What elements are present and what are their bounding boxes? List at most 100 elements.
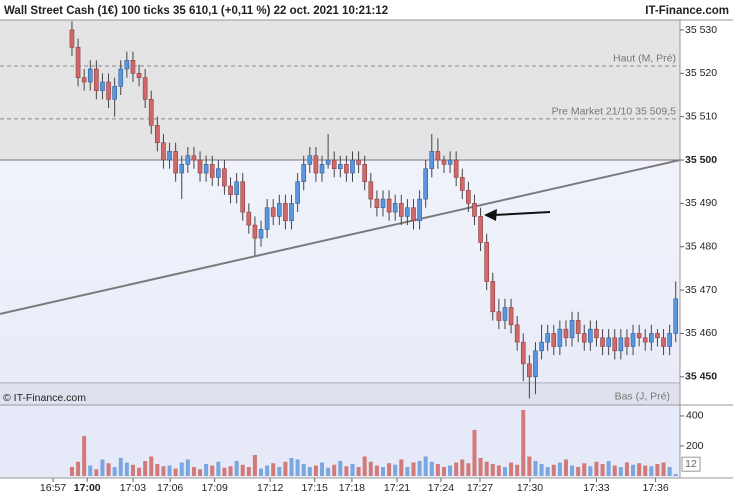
candle-body — [301, 164, 307, 183]
volume-bar — [368, 461, 373, 476]
volume-bar — [673, 474, 678, 476]
candle — [624, 329, 630, 356]
volume-bar — [155, 463, 160, 476]
candle — [81, 68, 87, 91]
candle — [642, 329, 648, 351]
candle — [453, 151, 459, 187]
volume-bar — [82, 435, 87, 476]
volume-bar — [326, 467, 331, 476]
candle — [222, 160, 227, 195]
candle — [337, 155, 343, 178]
candle — [508, 298, 514, 334]
candle-body — [630, 333, 636, 347]
candle-body — [277, 203, 282, 217]
candle — [191, 147, 197, 169]
x-axis-panel — [0, 478, 733, 496]
candle — [661, 329, 666, 356]
candle-body — [569, 320, 575, 339]
candle — [612, 329, 618, 360]
volume-bar — [539, 463, 544, 476]
volume-bar — [289, 457, 294, 476]
candle-body — [594, 328, 599, 339]
candle-body — [148, 99, 154, 126]
candle-body — [179, 164, 185, 174]
candle — [466, 181, 471, 213]
candle-body — [368, 181, 374, 200]
candle-body — [118, 68, 124, 87]
candle — [557, 320, 563, 356]
candle — [539, 324, 544, 360]
volume-bar — [576, 466, 581, 476]
volume-bar — [130, 464, 135, 476]
candle-body — [252, 224, 258, 239]
candle — [520, 333, 526, 382]
chart-title: Wall Street Cash (1€) 100 ticks 35 610,1… — [4, 5, 388, 17]
candle-body — [618, 337, 624, 352]
volume-bar — [112, 466, 117, 476]
volume-bar — [259, 468, 264, 476]
watermark: © IT-Finance.com — [3, 392, 86, 404]
candle — [514, 316, 520, 351]
candle — [380, 190, 386, 217]
volume-bar — [356, 466, 361, 476]
candle-body — [447, 159, 453, 165]
candle — [234, 173, 239, 204]
volume-bar — [448, 465, 453, 476]
volume-bar — [191, 466, 196, 476]
candle — [228, 177, 233, 204]
candle-body — [649, 333, 654, 343]
candle — [295, 173, 300, 213]
candle-body — [130, 60, 136, 74]
x-tick-label: 17:09 — [202, 482, 228, 494]
candle — [472, 194, 477, 226]
candle-body — [606, 337, 611, 347]
volume-bar — [661, 462, 666, 476]
candle — [411, 199, 416, 230]
volume-y-tick-label: 200 — [686, 440, 704, 452]
candle — [484, 233, 489, 291]
candle-body — [362, 164, 368, 183]
candle — [252, 216, 258, 256]
arrow-head — [484, 209, 497, 221]
candle — [313, 147, 319, 182]
candle-body — [106, 81, 111, 100]
candle — [94, 60, 99, 100]
x-tick-label: 17:21 — [384, 482, 410, 494]
candle-body — [466, 190, 471, 204]
volume-bar — [435, 463, 440, 476]
volume-bar — [588, 466, 593, 476]
candle-body — [222, 168, 227, 187]
candle — [551, 324, 557, 356]
volume-bar — [502, 466, 507, 476]
candle-body — [203, 164, 209, 174]
volume-bar — [423, 456, 428, 476]
candle-body — [600, 337, 605, 347]
volume-bar — [319, 462, 325, 476]
y-tick-label: 35 530 — [685, 24, 717, 36]
lower-zone — [0, 382, 680, 405]
level-label: Pre Market 21/10 35 509,5 — [552, 106, 676, 118]
candle — [405, 199, 410, 226]
x-tick-label: 17:30 — [517, 482, 543, 494]
candle — [673, 281, 679, 343]
volume-bar — [228, 466, 233, 476]
volume-bar — [332, 464, 337, 476]
candle — [246, 203, 252, 234]
candle — [606, 329, 611, 356]
volume-bar — [405, 466, 410, 476]
candle-body — [478, 216, 483, 243]
candle — [630, 324, 636, 356]
candle — [600, 329, 605, 356]
x-tick-label: 17:12 — [257, 482, 283, 494]
candle — [441, 155, 447, 174]
candle — [203, 155, 209, 182]
volume-bar — [460, 459, 465, 476]
x-tick-label: 17:00 — [74, 482, 101, 494]
candle — [185, 147, 191, 174]
x-tick-label: 17:18 — [339, 482, 365, 494]
candle — [130, 51, 136, 82]
volume-bar — [649, 466, 654, 476]
candle-body — [228, 185, 233, 196]
candle — [264, 199, 270, 239]
volume-bar — [472, 429, 477, 476]
